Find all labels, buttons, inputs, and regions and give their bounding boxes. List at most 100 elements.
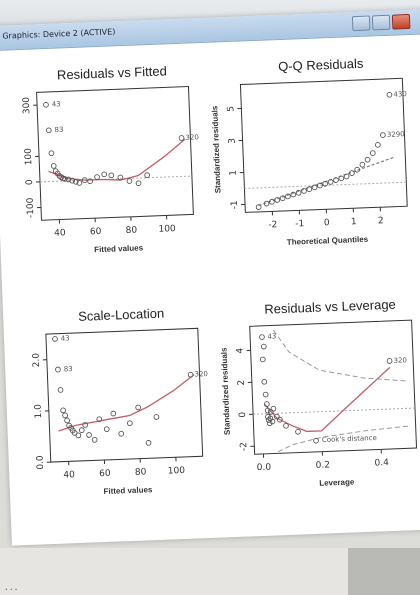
x-tick-label: 60 bbox=[90, 227, 102, 237]
maximize-button[interactable] bbox=[371, 14, 391, 31]
point-label: 83 bbox=[54, 126, 63, 134]
data-point bbox=[75, 432, 82, 439]
plot-frame bbox=[45, 327, 204, 463]
data-point bbox=[259, 356, 266, 363]
x-tick-label: 40 bbox=[63, 470, 75, 480]
x-tick-label: 60 bbox=[99, 469, 111, 479]
data-point bbox=[259, 334, 265, 340]
data-point bbox=[103, 426, 110, 433]
data-point bbox=[255, 204, 262, 210]
data-point bbox=[269, 198, 275, 205]
data-point bbox=[110, 410, 117, 417]
y-tick-label: 300 bbox=[22, 96, 33, 114]
data-point bbox=[311, 184, 318, 191]
data-point bbox=[276, 416, 283, 423]
x-tick-label: -2 bbox=[268, 220, 277, 230]
data-point bbox=[72, 178, 79, 185]
data-point bbox=[50, 163, 57, 169]
plot-frame bbox=[249, 319, 418, 455]
x-axis-label: Leverage bbox=[319, 477, 355, 487]
data-point bbox=[374, 142, 381, 148]
point-label: 43 bbox=[61, 334, 70, 342]
data-point bbox=[43, 101, 49, 108]
y-tick-label: 100 bbox=[24, 148, 35, 166]
data-point bbox=[71, 430, 78, 436]
data-point bbox=[333, 177, 339, 183]
cooks-contour-lower bbox=[277, 425, 410, 453]
data-point bbox=[274, 197, 281, 203]
data-point bbox=[364, 156, 371, 163]
y-tick-label: 0 bbox=[25, 179, 35, 185]
data-point bbox=[285, 193, 291, 200]
y-tick-label: -2 bbox=[239, 442, 249, 451]
y-tick-label: 4 bbox=[236, 347, 246, 353]
data-point bbox=[187, 371, 194, 378]
data-point bbox=[91, 437, 98, 443]
data-point bbox=[101, 171, 108, 178]
data-point bbox=[82, 422, 89, 428]
smooth-line bbox=[264, 366, 391, 433]
plot-area: Residuals vs Fitted 40 60 80 100 -100 0 100 300 F… bbox=[0, 33, 420, 546]
data-point bbox=[264, 407, 271, 414]
smooth-line bbox=[48, 138, 186, 181]
data-point bbox=[153, 414, 160, 420]
data-point bbox=[263, 401, 270, 407]
close-button[interactable] bbox=[391, 13, 411, 30]
data-point bbox=[262, 391, 269, 398]
data-point bbox=[359, 161, 366, 168]
data-point bbox=[327, 179, 334, 185]
point-label: 320 bbox=[393, 356, 407, 365]
data-point bbox=[261, 378, 268, 385]
data-point bbox=[69, 177, 76, 184]
data-point bbox=[306, 186, 313, 192]
chart-title: Scale-Location bbox=[78, 306, 165, 324]
zero-line bbox=[244, 181, 407, 189]
data-point bbox=[267, 409, 274, 415]
y-axis-label: Standardized residuals bbox=[219, 347, 231, 435]
data-point bbox=[96, 416, 103, 423]
data-point bbox=[64, 417, 70, 424]
data-point bbox=[65, 176, 72, 183]
data-point bbox=[263, 200, 270, 207]
y-tick-label: -1 bbox=[230, 200, 240, 209]
data-point bbox=[301, 188, 307, 194]
data-point bbox=[343, 173, 350, 180]
smooth-line bbox=[58, 374, 195, 432]
y-tick-label: 0.0 bbox=[36, 455, 47, 470]
y-tick-label: 2.0 bbox=[32, 353, 43, 368]
data-point bbox=[60, 407, 66, 414]
data-point bbox=[118, 430, 125, 437]
plot-frame bbox=[239, 77, 408, 213]
panel-residuals-vs-leverage: Residuals vs Leverage 0.0 0.2 0.4 -2 0 2 4 Lever… bbox=[214, 286, 420, 523]
chart-title: Q-Q Residuals bbox=[278, 56, 364, 74]
x-axis-label: Fitted values bbox=[94, 243, 144, 254]
data-point bbox=[87, 178, 93, 185]
graphics-device-window[interactable]: Graphics: Device 2 (ACTIVE) Residuals vs… bbox=[0, 9, 420, 546]
point-label: 320 bbox=[194, 370, 208, 379]
data-point bbox=[55, 366, 61, 373]
data-point bbox=[145, 440, 152, 446]
cooks-contour-upper bbox=[273, 329, 409, 382]
data-point bbox=[295, 189, 302, 196]
data-point bbox=[62, 412, 68, 419]
data-point bbox=[273, 413, 280, 420]
data-point bbox=[269, 418, 276, 425]
data-point bbox=[126, 420, 133, 427]
data-point bbox=[94, 174, 100, 180]
y-tick-label: 2 bbox=[237, 380, 247, 386]
chart-title: Residuals vs Leverage bbox=[264, 297, 396, 317]
x-tick-label: 100 bbox=[158, 224, 176, 235]
data-point bbox=[52, 336, 58, 342]
x-tick-label: 80 bbox=[135, 467, 147, 477]
data-point bbox=[117, 174, 124, 181]
panel-residuals-vs-fitted: Residuals vs Fitted 40 60 80 100 -100 0 100 300 F… bbox=[1, 52, 210, 289]
y-tick-label: -100 bbox=[26, 197, 37, 218]
data-point bbox=[283, 422, 289, 429]
x-tick-label: 2 bbox=[378, 216, 384, 226]
data-point bbox=[108, 172, 115, 179]
minimize-button[interactable] bbox=[351, 15, 371, 32]
y-tick-label: 1.0 bbox=[34, 404, 45, 419]
data-point bbox=[260, 343, 267, 350]
y-tick-label: 1 bbox=[229, 170, 239, 176]
data-point bbox=[135, 404, 142, 411]
